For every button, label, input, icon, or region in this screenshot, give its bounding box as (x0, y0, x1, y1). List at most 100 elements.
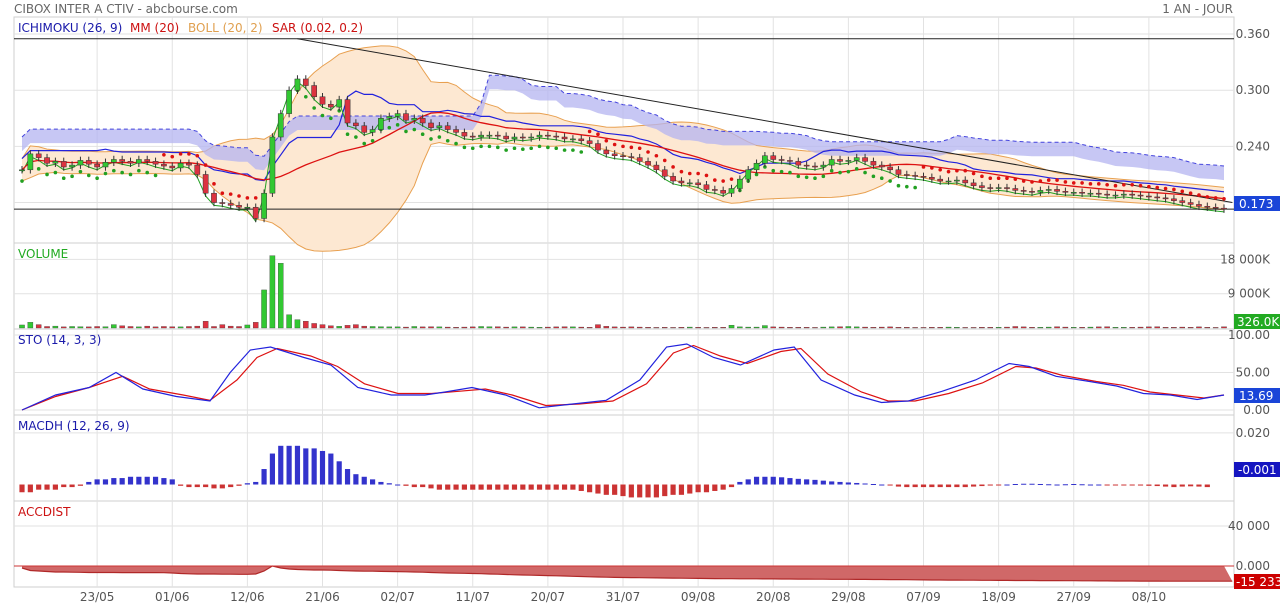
macdh-bar (445, 484, 451, 490)
candle-body (812, 165, 818, 168)
macdh-bar (186, 484, 192, 488)
candle-body (69, 164, 75, 168)
candle-body (1171, 198, 1177, 201)
volume-bar (252, 322, 259, 329)
volume-bar (319, 324, 326, 329)
volume-bar (119, 325, 125, 329)
macdh-bar (603, 484, 609, 495)
volume-bar (1154, 326, 1160, 329)
sar-dot (395, 123, 400, 127)
ichimoku-span-a (21, 74, 1225, 167)
bollinger-upper-line (21, 45, 1225, 188)
sar-dot (128, 172, 133, 177)
sar-dot (1021, 179, 1026, 183)
candle-body (653, 164, 660, 171)
candle-body (870, 161, 877, 166)
volume-bar (853, 326, 860, 329)
sar-dot (220, 191, 225, 195)
sar-dot (362, 141, 367, 146)
candle-body (202, 174, 209, 194)
macdh-bar (1121, 484, 1127, 486)
sar-dot (554, 146, 559, 151)
volume-bar (954, 327, 960, 329)
volume-bar (478, 326, 484, 329)
macdh-bar (428, 484, 434, 489)
candle-body (1087, 192, 1094, 195)
candle-body (361, 125, 368, 133)
volume-bar (311, 323, 317, 329)
macdh-bar (69, 484, 75, 488)
macdh-bar (36, 484, 42, 490)
volume-bar (152, 326, 159, 329)
volume-bar (904, 327, 910, 329)
candle-body (211, 192, 217, 203)
sar-dot (1071, 181, 1076, 185)
sto-legend: STO (14, 3, 3) (18, 333, 101, 347)
volume-bar (1137, 326, 1144, 329)
volume-bar (52, 325, 59, 329)
macdh-bar (829, 481, 835, 485)
candle-body (1129, 193, 1136, 196)
volume-last-badge (1234, 314, 1280, 329)
sar-dot (245, 196, 250, 200)
candle-body (519, 136, 526, 139)
macdh-bar (1021, 483, 1027, 485)
sar-dot (1113, 183, 1118, 188)
candle-body (661, 169, 668, 177)
sar-dot (879, 176, 884, 181)
candle-body (186, 162, 192, 166)
macdh-bar (528, 484, 534, 490)
macdh-bar (578, 484, 584, 491)
sar-dot (1180, 189, 1185, 194)
volume-bar (161, 326, 167, 329)
volume-bar (828, 326, 835, 329)
candle-body (720, 190, 727, 194)
macdh-bar (244, 483, 250, 485)
macdh-last-value: -0.001 (1238, 463, 1277, 477)
macdh-bar (169, 479, 175, 485)
macdh-bar (1204, 484, 1210, 488)
volume-bar (495, 326, 501, 329)
candle-body (478, 134, 484, 138)
candle-body (903, 174, 910, 176)
x-tick-label: 12/06 (230, 590, 265, 604)
volume-bar (970, 327, 977, 329)
macdh-bar (261, 469, 267, 485)
candle-body (878, 164, 885, 168)
candle-body (294, 78, 301, 91)
macdh-bar (845, 482, 851, 485)
volume-bar (219, 324, 226, 329)
sto-layer (21, 343, 1225, 411)
macdh-bar (27, 484, 33, 493)
x-tick-label: 01/06 (155, 590, 190, 604)
candle-body (1162, 197, 1169, 200)
macdh-bar (486, 484, 493, 490)
volume-bar (286, 314, 292, 329)
candle-body (570, 138, 576, 141)
macdh-bar (303, 448, 309, 485)
macdh-bar (678, 484, 685, 495)
macdh-bar (536, 484, 543, 490)
volume-bar (1171, 327, 1177, 329)
macdh-bar (937, 484, 943, 488)
sar-dot (537, 144, 542, 149)
macdh-bar (1104, 484, 1110, 486)
volume-bar (144, 325, 150, 329)
volume-y-tick-label: 9 000K (1228, 287, 1271, 301)
sar-dot (437, 135, 442, 139)
macdh-bar (211, 484, 217, 489)
sar-dot (1105, 182, 1109, 187)
volume-bar (845, 326, 852, 329)
candle-body (152, 161, 159, 165)
candle-body (1112, 194, 1119, 197)
candle-body (853, 157, 860, 161)
candle-body (52, 161, 59, 164)
candle-body (845, 160, 852, 162)
legend-sar: SAR (0.02, 0.2) (272, 21, 363, 35)
price-y-tick-label: 0.240 (1236, 139, 1270, 153)
macdh-bar (52, 484, 58, 490)
macdh-bar (687, 484, 693, 494)
volume-bar (503, 326, 509, 329)
ichimoku-cloud (22, 75, 1224, 181)
price-layer (14, 38, 1234, 252)
